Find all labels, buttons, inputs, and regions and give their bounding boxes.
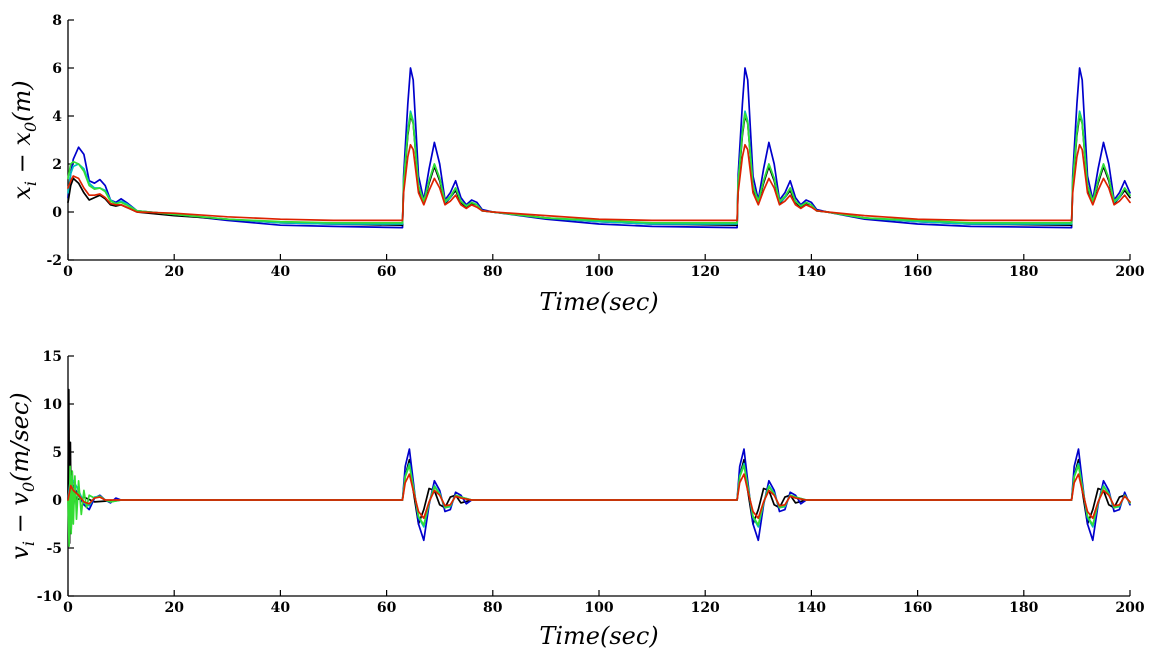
x-tick-label: 100: [584, 264, 613, 280]
y-tick-label: 10: [43, 397, 63, 413]
y-tick-label: 15: [43, 349, 62, 365]
series-line-5: [67, 473, 1131, 520]
y-tick-label: 2: [52, 157, 62, 173]
y-tick-label: 0: [52, 493, 62, 509]
y-tick-label: 4: [52, 109, 62, 125]
x-tick-label: 160: [903, 600, 932, 616]
series-line-2: [67, 448, 1131, 542]
series-line-3: [67, 462, 1131, 528]
x-tick-label: 40: [271, 600, 291, 616]
x-tick-label: 60: [377, 600, 397, 616]
x-tick-label: 60: [377, 264, 397, 280]
x-tick-label: 120: [691, 264, 720, 280]
x-tick-label: 120: [691, 600, 720, 616]
position-error-plot: 0 20 40 60 80 100 120 140 160 180 200-202468Time(s…: [8, 13, 1145, 316]
x-tick-label: 200: [1115, 600, 1144, 616]
series-line-1: [67, 67, 1131, 229]
x-tick-label: 140: [797, 600, 826, 616]
x-axis-title: Time(sec): [539, 288, 658, 316]
y-tick-label: -5: [46, 541, 62, 557]
series-line-4: [67, 112, 1131, 224]
x-tick-label: 20: [164, 264, 184, 280]
x-tick-label: 180: [1009, 600, 1038, 616]
y-tick-label: -10: [37, 589, 63, 605]
series-line-3: [67, 110, 1131, 225]
x-tick-label: 0: [63, 600, 73, 616]
velocity-error-plot: 0 20 40 60 80 100 120 140 160 180 200 -10 -5 0 5 10 15 Ti…: [6, 349, 1145, 650]
series-line-5: [67, 143, 1131, 222]
x-tick-label: 200: [1115, 264, 1144, 280]
x-tick-label: 140: [797, 264, 826, 280]
series-line-1: [67, 388, 1131, 545]
x-tick-label: 40: [271, 264, 291, 280]
y-tick-label: 6: [52, 61, 62, 77]
y-tick-label: 0: [52, 205, 62, 221]
series-line-2: [67, 115, 1131, 227]
x-tick-label: 0: [63, 264, 73, 280]
x-tick-label: 100: [584, 600, 613, 616]
y-axis-title: vi − v0(m/sec): [6, 392, 38, 559]
x-axis-title: Time(sec): [539, 622, 658, 650]
x-tick-label: 160: [903, 264, 932, 280]
y-axis-title: xi − x0(m): [8, 80, 40, 199]
y-tick-label: -2: [46, 253, 62, 269]
x-tick-label: 80: [483, 600, 503, 616]
x-tick-label: 180: [1009, 264, 1038, 280]
series-line-4: [67, 464, 1131, 547]
x-tick-label: 20: [164, 600, 184, 616]
x-tick-label: 80: [483, 264, 503, 280]
y-tick-label: 8: [52, 13, 62, 29]
y-tick-label: 5: [52, 445, 62, 461]
